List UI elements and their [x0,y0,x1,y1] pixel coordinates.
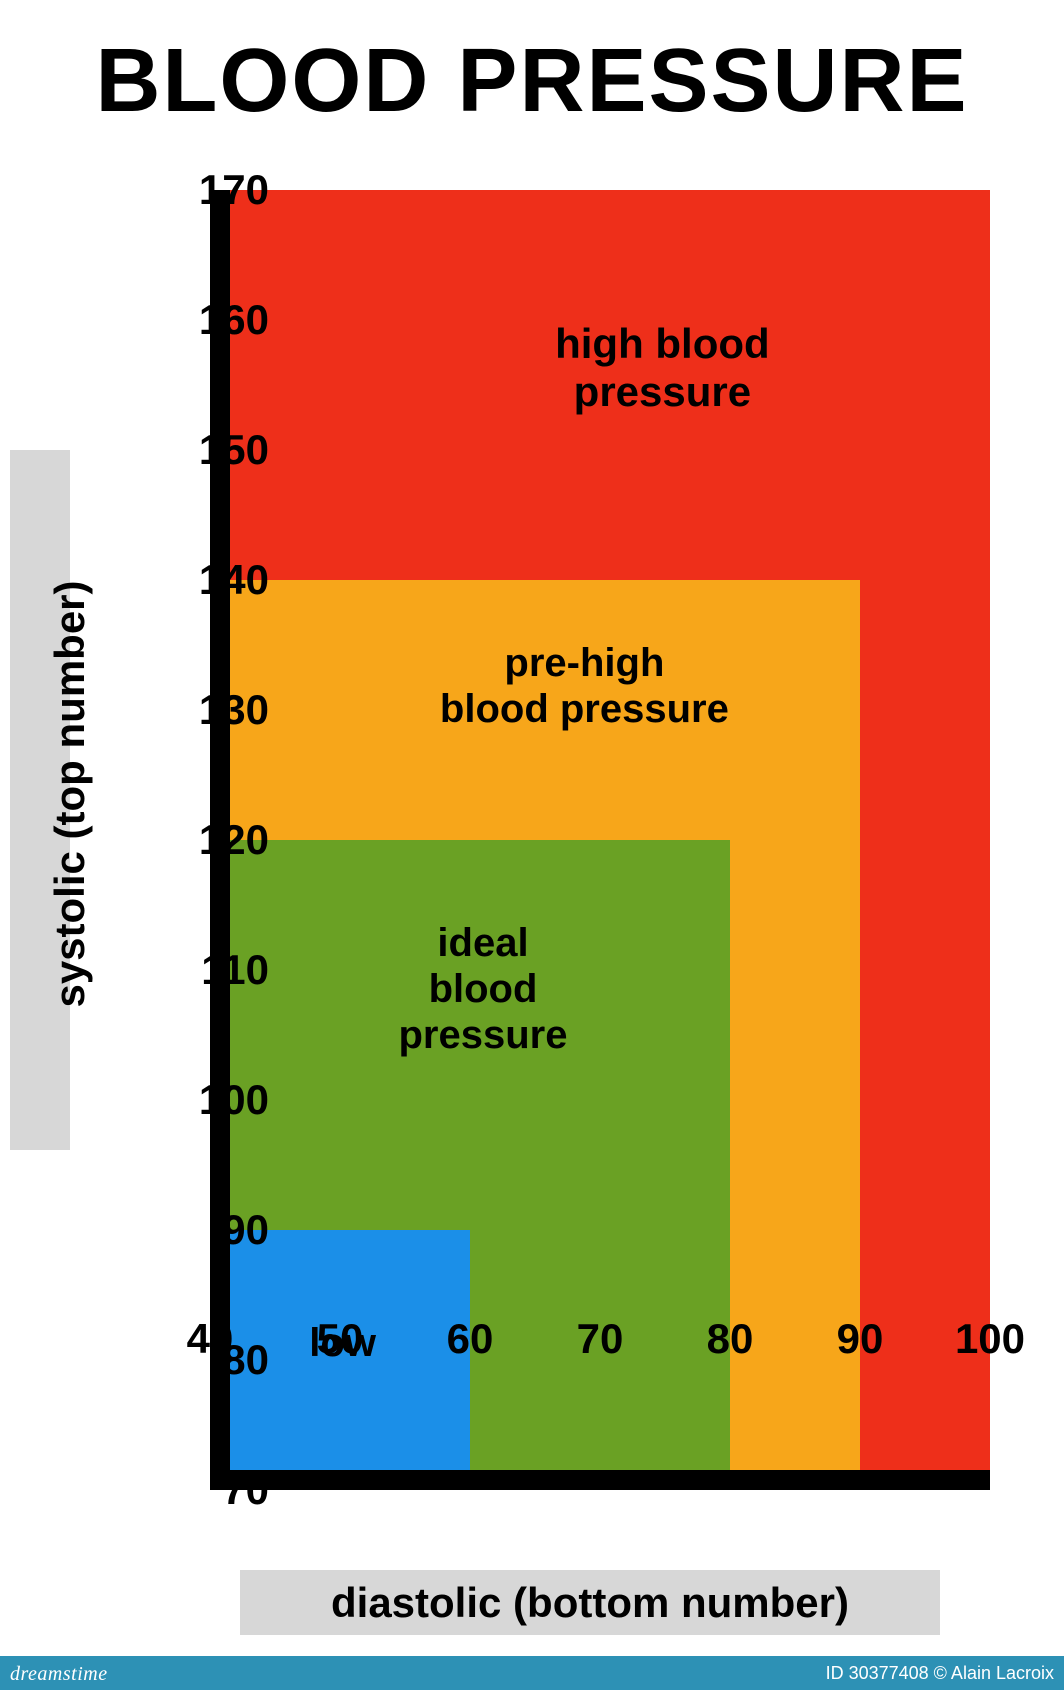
y-tick: 160 [179,296,269,344]
page: BLOOD PRESSURE systolic (top number) hig… [0,0,1064,1690]
footer-credit: ID 30377408 © Alain Lacroix [826,1663,1054,1684]
x-tick: 40 [165,1315,255,1363]
bp-chart: high blood pressure pre-highblood pressur… [210,190,990,1490]
y-tick: 70 [179,1466,269,1514]
x-axis-label: diastolic (bottom number) [240,1570,940,1635]
zone-label-prehigh: pre-highblood pressure [384,640,784,732]
y-axis-label: systolic (top number) [46,444,94,1144]
x-tick: 70 [555,1315,645,1363]
y-tick: 150 [179,426,269,474]
x-tick: 60 [425,1315,515,1363]
y-tick: 100 [179,1076,269,1124]
y-tick: 140 [179,556,269,604]
y-tick: 120 [179,816,269,864]
footer-logo: dreamstime [10,1663,108,1686]
page-title: BLOOD PRESSURE [0,30,1064,133]
zone-label-high: high blood pressure [462,320,862,417]
x-tick: 80 [685,1315,775,1363]
x-axis-line [210,1470,990,1490]
y-tick: 130 [179,686,269,734]
x-tick: 90 [815,1315,905,1363]
x-tick: 100 [945,1315,1035,1363]
x-tick: 50 [295,1315,385,1363]
y-tick: 90 [179,1206,269,1254]
y-tick: 110 [179,946,269,994]
y-tick: 170 [179,166,269,214]
zone-label-ideal: idealbloodpressure [283,920,683,1058]
